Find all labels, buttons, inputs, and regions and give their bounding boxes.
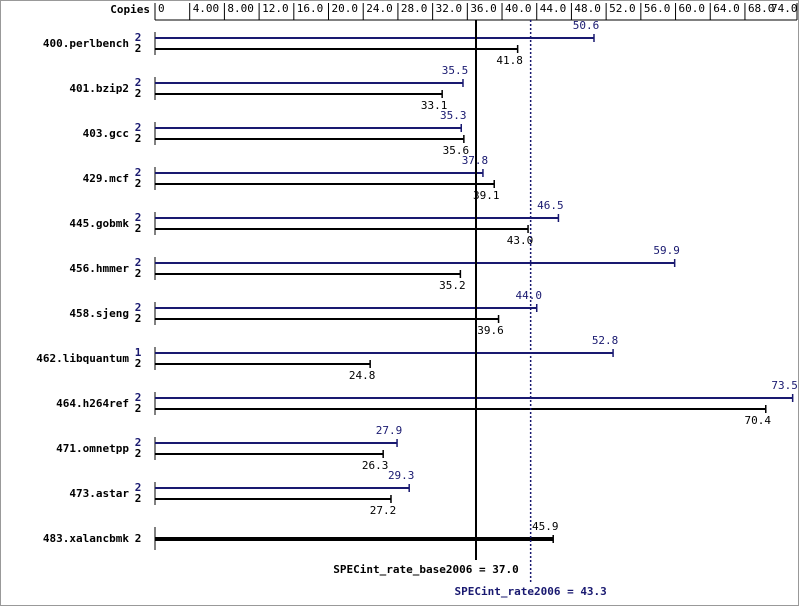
x-tick-label: 32.0 <box>436 2 463 15</box>
value-label: 59.9 <box>653 244 680 257</box>
value-label: 27.9 <box>376 424 403 437</box>
copies-label: 2 <box>135 436 142 449</box>
x-tick-label: 52.0 <box>609 2 636 15</box>
copies-label: 2 <box>135 357 142 370</box>
copies-label: 1 <box>135 346 142 359</box>
value-label: 73.5 <box>771 379 798 392</box>
value-label: 35.3 <box>440 109 467 122</box>
value-label: 50.6 <box>573 19 600 32</box>
copies-label: 2 <box>135 211 142 224</box>
x-tick-label: 36.0 <box>470 2 497 15</box>
value-label: 33.1 <box>421 99 448 112</box>
benchmark-name: 456.hmmer <box>69 262 129 275</box>
value-label: 27.2 <box>370 504 397 517</box>
peak-label: SPECint_rate2006 = 43.3 <box>454 585 606 598</box>
benchmark-name: 445.gobmk <box>69 217 129 230</box>
copies-label: 2 <box>135 177 142 190</box>
x-tick-label: 24.0 <box>366 2 393 15</box>
copies-label: 2 <box>135 166 142 179</box>
x-tick-label: 8.00 <box>227 2 254 15</box>
copies-label: 2 <box>135 391 142 404</box>
copies-label: 2 <box>135 42 142 55</box>
x-tick-label: 40.0 <box>505 2 532 15</box>
x-tick-label: 74.0 <box>771 2 798 15</box>
copies-label: 2 <box>135 121 142 134</box>
copies-label: 2 <box>135 481 142 494</box>
axis-label: Copies <box>110 3 150 16</box>
copies-label: 2 <box>135 447 142 460</box>
benchmark-name: 483.xalancbmk <box>43 532 129 545</box>
benchmark-name: 401.bzip2 <box>69 82 129 95</box>
x-tick-label: 12.0 <box>262 2 289 15</box>
copies-label: 2 <box>135 222 142 235</box>
value-label: 35.2 <box>439 279 466 292</box>
x-tick-label: 4.00 <box>193 2 220 15</box>
value-label: 45.9 <box>532 520 559 533</box>
x-tick-label: 44.0 <box>540 2 567 15</box>
x-tick-label: 56.0 <box>644 2 671 15</box>
copies-label: 2 <box>135 402 142 415</box>
benchmark-name: 473.astar <box>69 487 129 500</box>
x-tick-label: 48.0 <box>574 2 601 15</box>
benchmark-name: 400.perlbench <box>43 37 129 50</box>
x-tick-label: 20.0 <box>332 2 359 15</box>
value-label: 43.0 <box>507 234 534 247</box>
benchmark-name: 471.omnetpp <box>56 442 129 455</box>
x-tick-label: 28.0 <box>401 2 428 15</box>
copies-label: 2 <box>135 301 142 314</box>
benchmark-name: 429.mcf <box>83 172 129 185</box>
value-label: 35.5 <box>442 64 469 77</box>
copies-label: 2 <box>135 132 142 145</box>
benchmark-name: 458.sjeng <box>69 307 129 320</box>
copies-label: 2 <box>135 31 142 44</box>
value-label: 26.3 <box>362 459 389 472</box>
value-label: 37.8 <box>462 154 489 167</box>
copies-label: 2 <box>135 532 142 545</box>
copies-label: 2 <box>135 267 142 280</box>
value-label: 70.4 <box>745 414 772 427</box>
x-tick-label: 60.0 <box>679 2 706 15</box>
value-label: 41.8 <box>496 54 523 67</box>
value-label: 24.8 <box>349 369 376 382</box>
x-tick-label: 0 <box>158 2 165 15</box>
value-label: 39.1 <box>473 189 500 202</box>
x-tick-label: 64.0 <box>713 2 740 15</box>
x-tick-label: 68.0 <box>748 2 775 15</box>
copies-label: 2 <box>135 76 142 89</box>
value-label: 35.6 <box>443 144 470 157</box>
copies-label: 2 <box>135 87 142 100</box>
value-label: 29.3 <box>388 469 415 482</box>
copies-label: 2 <box>135 256 142 269</box>
value-label: 39.6 <box>477 324 504 337</box>
benchmark-name: 403.gcc <box>83 127 129 140</box>
base-label: SPECint_rate_base2006 = 37.0 <box>333 563 518 576</box>
x-tick-label: 16.0 <box>297 2 324 15</box>
benchmark-name: 464.h264ref <box>56 397 129 410</box>
value-label: 46.5 <box>537 199 564 212</box>
benchmark-name: 462.libquantum <box>36 352 129 365</box>
value-label: 52.8 <box>592 334 619 347</box>
copies-label: 2 <box>135 312 142 325</box>
value-label: 44.0 <box>515 289 542 302</box>
copies-label: 2 <box>135 492 142 505</box>
